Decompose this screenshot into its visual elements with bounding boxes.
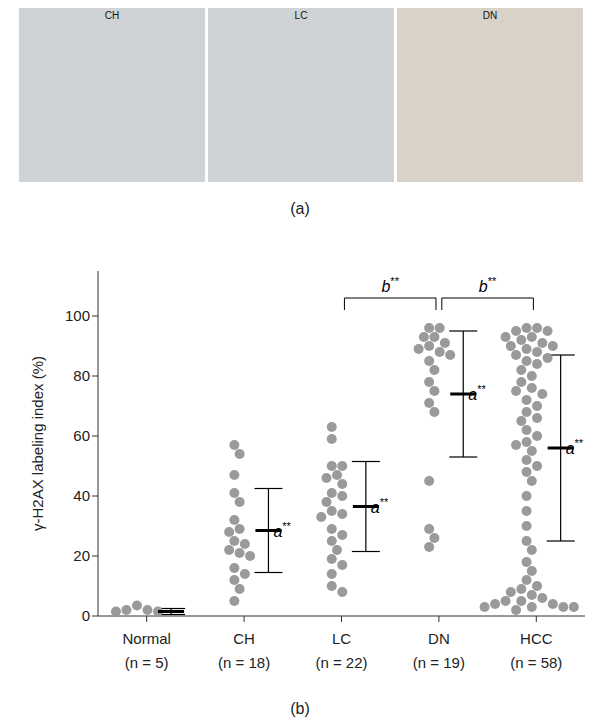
html-text:CH: CH bbox=[104, 10, 120, 21]
svg-text:(n = 18): (n = 18) bbox=[218, 654, 270, 671]
svg-text:a**: a** bbox=[371, 496, 389, 516]
svg-text:(n = 19): (n = 19) bbox=[413, 654, 465, 671]
svg-text:b**: b** bbox=[381, 275, 399, 295]
svg-text:(n = 22): (n = 22) bbox=[315, 654, 367, 671]
svg-text:CH: CH bbox=[233, 630, 255, 647]
svg-text:(n = 5): (n = 5) bbox=[125, 654, 169, 671]
svg-text:LC: LC bbox=[332, 630, 351, 647]
html-text:DN: DN bbox=[482, 10, 498, 21]
html-text:(b): (b) bbox=[290, 700, 310, 717]
svg-text:Normal: Normal bbox=[123, 630, 171, 647]
svg-text:40: 40 bbox=[73, 487, 90, 504]
svg-text:γ-H2AX labeling index (%): γ-H2AX labeling index (%) bbox=[29, 356, 46, 531]
svg-text:HCC: HCC bbox=[520, 630, 553, 647]
svg-text:b**: b** bbox=[479, 275, 497, 295]
svg-text:100: 100 bbox=[65, 307, 90, 324]
svg-text:60: 60 bbox=[73, 427, 90, 444]
svg-text:(n = 58): (n = 58) bbox=[510, 654, 562, 671]
html-text:LC: LC bbox=[294, 10, 308, 21]
svg-text:a**: a** bbox=[468, 383, 486, 403]
svg-text:a**: a** bbox=[273, 520, 291, 540]
svg-text:20: 20 bbox=[73, 547, 90, 564]
svg-text:a**: a** bbox=[566, 437, 584, 457]
html-text:(a): (a) bbox=[290, 200, 310, 217]
svg-text:DN: DN bbox=[428, 630, 450, 647]
svg-text:0: 0 bbox=[82, 607, 90, 624]
svg-text:80: 80 bbox=[73, 367, 90, 384]
